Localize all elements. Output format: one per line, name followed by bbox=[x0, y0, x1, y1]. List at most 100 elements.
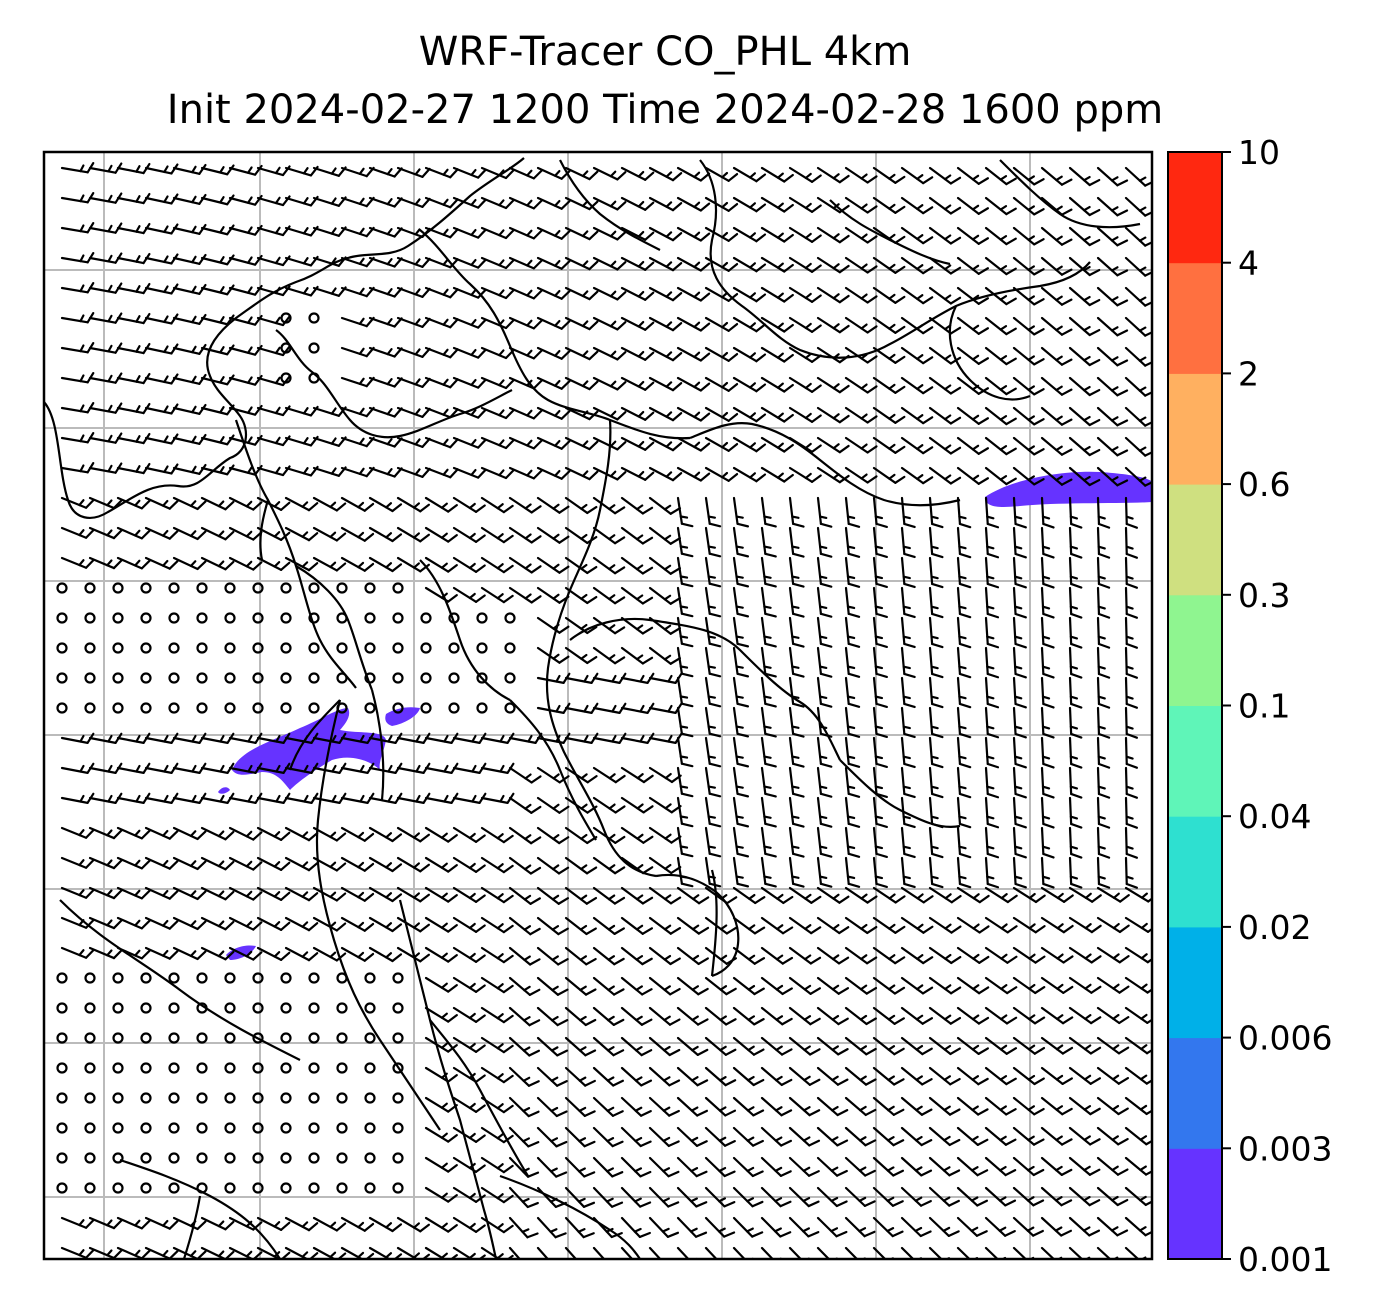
wind-barb bbox=[452, 466, 487, 479]
wind-barb bbox=[928, 166, 962, 185]
wind-barb bbox=[508, 466, 543, 480]
wind-barb bbox=[200, 404, 235, 416]
wind-barb bbox=[1124, 436, 1152, 457]
wind-barb bbox=[1096, 196, 1129, 217]
wind-barb bbox=[452, 346, 487, 359]
wind-barb bbox=[620, 436, 655, 451]
wind-barb bbox=[1124, 406, 1152, 427]
wind-barb bbox=[1012, 496, 1027, 529]
wind-barb bbox=[900, 406, 934, 425]
wind-barb bbox=[620, 556, 654, 575]
tracer-plume bbox=[385, 707, 420, 726]
wind-barb bbox=[480, 256, 515, 270]
wind-barb bbox=[984, 286, 1017, 306]
wind-barb bbox=[480, 346, 515, 360]
wind-barb bbox=[900, 256, 934, 275]
wind-barb bbox=[648, 526, 682, 545]
colorbar-band bbox=[1168, 373, 1222, 485]
coastline-segment bbox=[559, 159, 661, 251]
wind-barb bbox=[816, 376, 850, 394]
wind-barb bbox=[424, 466, 459, 479]
wind-barb bbox=[1124, 496, 1138, 529]
wind-barb bbox=[1040, 346, 1073, 366]
wind-barb bbox=[172, 163, 207, 175]
wind-barb bbox=[1012, 406, 1045, 426]
wind-barb bbox=[396, 256, 431, 268]
wind-barb bbox=[396, 346, 431, 358]
wind-barb bbox=[620, 466, 655, 481]
wind-barb bbox=[228, 344, 263, 356]
wind-barb bbox=[116, 556, 151, 570]
wind-barb bbox=[928, 196, 962, 215]
wind-barb bbox=[340, 496, 375, 512]
wind-barb bbox=[396, 226, 431, 238]
wind-barb bbox=[424, 256, 459, 269]
wind-barb bbox=[480, 466, 515, 480]
wind-barb bbox=[1096, 226, 1129, 247]
wind-barb bbox=[872, 376, 906, 394]
wind-barb bbox=[844, 466, 878, 484]
wind-barb bbox=[200, 556, 235, 571]
wind-barb bbox=[1096, 406, 1129, 427]
wind-barb bbox=[620, 226, 655, 241]
wind-barb bbox=[536, 496, 570, 514]
wind-barb bbox=[396, 466, 431, 478]
wind-barb bbox=[676, 526, 694, 558]
wind-barb bbox=[452, 436, 487, 449]
wind-barb bbox=[788, 526, 805, 558]
wind-barb bbox=[60, 526, 95, 539]
wind-barb bbox=[508, 286, 543, 300]
wind-barb bbox=[172, 403, 207, 415]
wind-barb bbox=[760, 286, 794, 303]
wind-barb bbox=[872, 166, 906, 184]
wind-barb bbox=[200, 224, 235, 236]
coastline-segment bbox=[948, 305, 1031, 401]
wind-barb bbox=[1040, 406, 1073, 426]
wind-barb bbox=[620, 166, 655, 181]
colorbar-tick-label: 0.003 bbox=[1238, 1129, 1332, 1168]
wind-barb bbox=[844, 316, 878, 334]
wind-barb bbox=[956, 436, 990, 455]
wind-barb bbox=[844, 526, 861, 558]
wind-barb bbox=[956, 256, 990, 275]
wind-barb bbox=[1096, 256, 1129, 277]
wind-barb bbox=[424, 286, 459, 299]
wind-barb bbox=[424, 316, 459, 329]
colorbar-band bbox=[1168, 705, 1222, 817]
wind-barb bbox=[816, 346, 850, 364]
wind-barb bbox=[788, 436, 822, 453]
wind-barb bbox=[564, 556, 598, 575]
colorbar-band bbox=[1168, 1148, 1222, 1260]
wind-barb bbox=[564, 226, 599, 241]
wind-barb bbox=[844, 256, 878, 274]
wind-barb bbox=[788, 406, 822, 423]
wind-barb bbox=[984, 196, 1017, 216]
wind-barb bbox=[1124, 166, 1152, 187]
colorbar-tick-label: 2 bbox=[1238, 354, 1259, 393]
wind-barb bbox=[648, 346, 683, 362]
wind-barb bbox=[592, 556, 626, 575]
wind-barb bbox=[1068, 436, 1101, 457]
wind-barb bbox=[704, 436, 739, 452]
wind-barb bbox=[172, 313, 207, 325]
wind-barb bbox=[788, 376, 822, 393]
wind-barb bbox=[704, 226, 739, 242]
wind-barb bbox=[620, 376, 655, 391]
wind-barb bbox=[1096, 496, 1111, 529]
coastline-segment bbox=[119, 1158, 281, 1259]
wind-barb bbox=[396, 496, 430, 513]
wind-barb bbox=[312, 556, 347, 572]
wind-barb bbox=[788, 286, 822, 303]
wind-barb bbox=[956, 496, 972, 529]
wind-barb bbox=[1068, 286, 1101, 307]
wind-barb bbox=[956, 286, 990, 305]
wind-barb bbox=[452, 196, 487, 209]
wind-barb bbox=[732, 526, 750, 558]
wind-barb bbox=[760, 166, 794, 183]
wind-barb bbox=[284, 496, 319, 512]
wind-barb bbox=[564, 436, 599, 451]
wind-barb bbox=[984, 436, 1017, 456]
wind-barb bbox=[788, 466, 822, 483]
wind-barb bbox=[620, 346, 655, 361]
